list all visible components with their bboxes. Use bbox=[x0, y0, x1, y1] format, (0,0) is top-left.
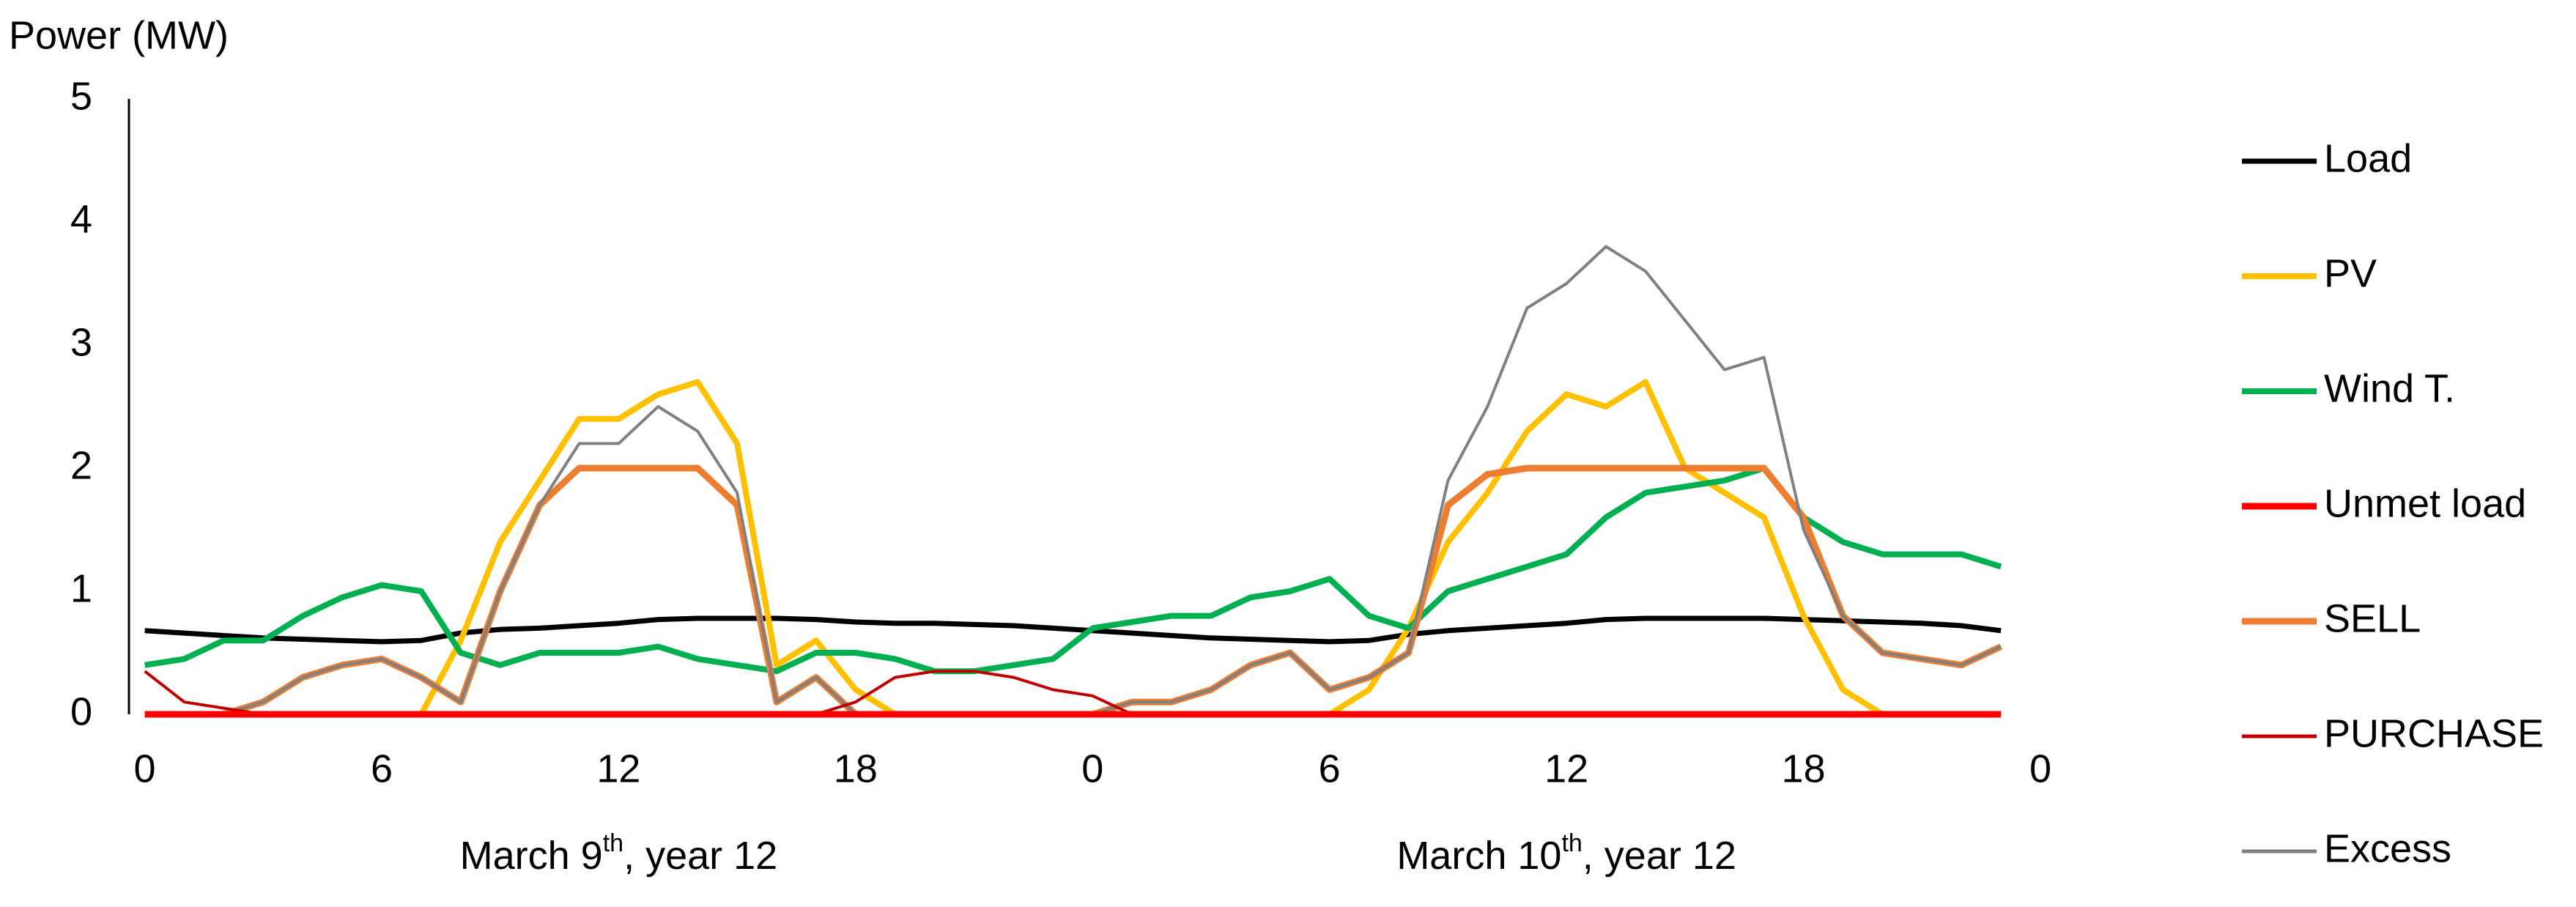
legend-label: Wind T. bbox=[2324, 366, 2455, 410]
series-line bbox=[144, 379, 2002, 717]
y-tick-label: 5 bbox=[70, 74, 92, 118]
legend-label: Excess bbox=[2324, 826, 2451, 870]
x-tick-label: 0 bbox=[1081, 747, 1103, 791]
y-axis-label: Power (MW) bbox=[9, 13, 229, 57]
x-tick-label: 0 bbox=[134, 747, 156, 791]
day-label-main: March 10 bbox=[1396, 834, 1561, 878]
x-tick-label: 6 bbox=[1319, 747, 1341, 791]
series-line bbox=[144, 465, 2002, 675]
legend-label: Unmet load bbox=[2324, 481, 2526, 525]
series-line bbox=[144, 615, 2002, 645]
y-tick-label: 4 bbox=[70, 197, 92, 241]
day-label: March 9th, year 12 bbox=[460, 829, 778, 878]
x-tick-label: 6 bbox=[371, 747, 393, 791]
day-label-tail: , year 12 bbox=[1583, 834, 1736, 878]
x-tick-label: 18 bbox=[1782, 747, 1826, 791]
day-label-sup: th bbox=[603, 829, 623, 857]
day-label-sup: th bbox=[1561, 829, 1582, 857]
legend-label: PV bbox=[2324, 251, 2377, 295]
legend-label: Load bbox=[2324, 136, 2412, 180]
y-tick-label: 1 bbox=[70, 566, 92, 610]
x-tick-label: 0 bbox=[2029, 747, 2051, 791]
legend-label: SELL bbox=[2324, 596, 2421, 640]
x-tick-label: 12 bbox=[596, 747, 640, 791]
y-tick-label: 2 bbox=[70, 443, 92, 487]
day-label-tail: , year 12 bbox=[623, 834, 777, 878]
y-tick-label: 3 bbox=[70, 320, 92, 364]
day-label-main: March 9 bbox=[460, 834, 603, 878]
x-tick-label: 12 bbox=[1544, 747, 1588, 791]
y-tick-label: 0 bbox=[70, 689, 92, 733]
x-tick-label: 18 bbox=[834, 747, 878, 791]
day-label: March 10th, year 12 bbox=[1396, 829, 1736, 878]
legend-label: PURCHASE bbox=[2324, 711, 2544, 755]
